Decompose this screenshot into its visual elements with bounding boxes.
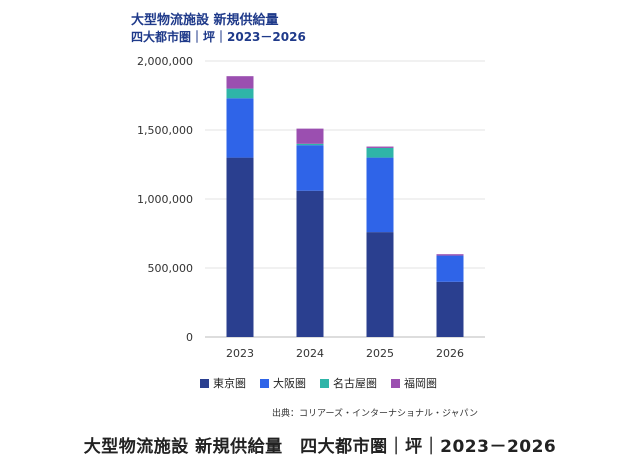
- x-tick-label: 2026: [436, 347, 464, 360]
- legend-item: 福岡圏: [391, 375, 437, 391]
- y-tick-label: 1,000,000: [137, 193, 193, 206]
- image-caption: 大型物流施設 新規供給量 四大都市圏｜坪｜2023－2026: [83, 437, 557, 457]
- bar-segment: [366, 157, 394, 233]
- bar-segment: [366, 147, 394, 158]
- bar-segment: [436, 255, 464, 282]
- bar-segment: [296, 128, 324, 144]
- source-note: 出典：コリアーズ・インターナショナル・ジャパン: [272, 409, 479, 419]
- bar-segment: [226, 98, 254, 158]
- x-tick-label: 2024: [296, 347, 324, 360]
- bar-segment: [436, 254, 464, 256]
- legend-item: 東京圏: [200, 375, 246, 391]
- legend-label: 名古屋圏: [333, 377, 377, 390]
- y-tick-label: 500,000: [148, 262, 194, 275]
- y-tick-label: 2,000,000: [137, 55, 193, 68]
- chart-title: 大型物流施設 新規供給量: [131, 13, 279, 28]
- bar-segment: [226, 76, 254, 89]
- bar-segment: [296, 145, 324, 191]
- y-tick-label: 0: [186, 331, 193, 344]
- bar-segment: [366, 146, 394, 148]
- legend-label: 福岡圏: [404, 377, 437, 390]
- chart-title-block: 大型物流施設 新規供給量 四大都市圏｜坪｜2023－2026: [131, 12, 306, 45]
- bar-segment: [366, 232, 394, 337]
- bar-segment: [296, 190, 324, 337]
- legend-label: 東京圏: [213, 377, 246, 390]
- bar-segment: [296, 143, 324, 146]
- y-tick-label: 1,500,000: [137, 124, 193, 137]
- x-tick-label: 2025: [366, 347, 394, 360]
- legend-swatch: [200, 378, 209, 388]
- legend-swatch: [391, 378, 400, 388]
- chart-subtitle: 四大都市圏｜坪｜2023－2026: [131, 30, 306, 44]
- x-tick-label: 2023: [226, 347, 254, 360]
- legend-swatch: [320, 378, 329, 388]
- legend-swatch: [260, 378, 269, 388]
- bar-segment: [226, 88, 254, 99]
- bar-segment: [436, 281, 464, 337]
- bar-segment: [226, 157, 254, 337]
- legend: 東京圏 大阪圏 名古屋圏 福岡圏: [200, 375, 437, 391]
- legend-label: 大阪圏: [273, 377, 306, 390]
- legend-item: 名古屋圏: [320, 375, 377, 391]
- legend-item: 大阪圏: [260, 375, 306, 391]
